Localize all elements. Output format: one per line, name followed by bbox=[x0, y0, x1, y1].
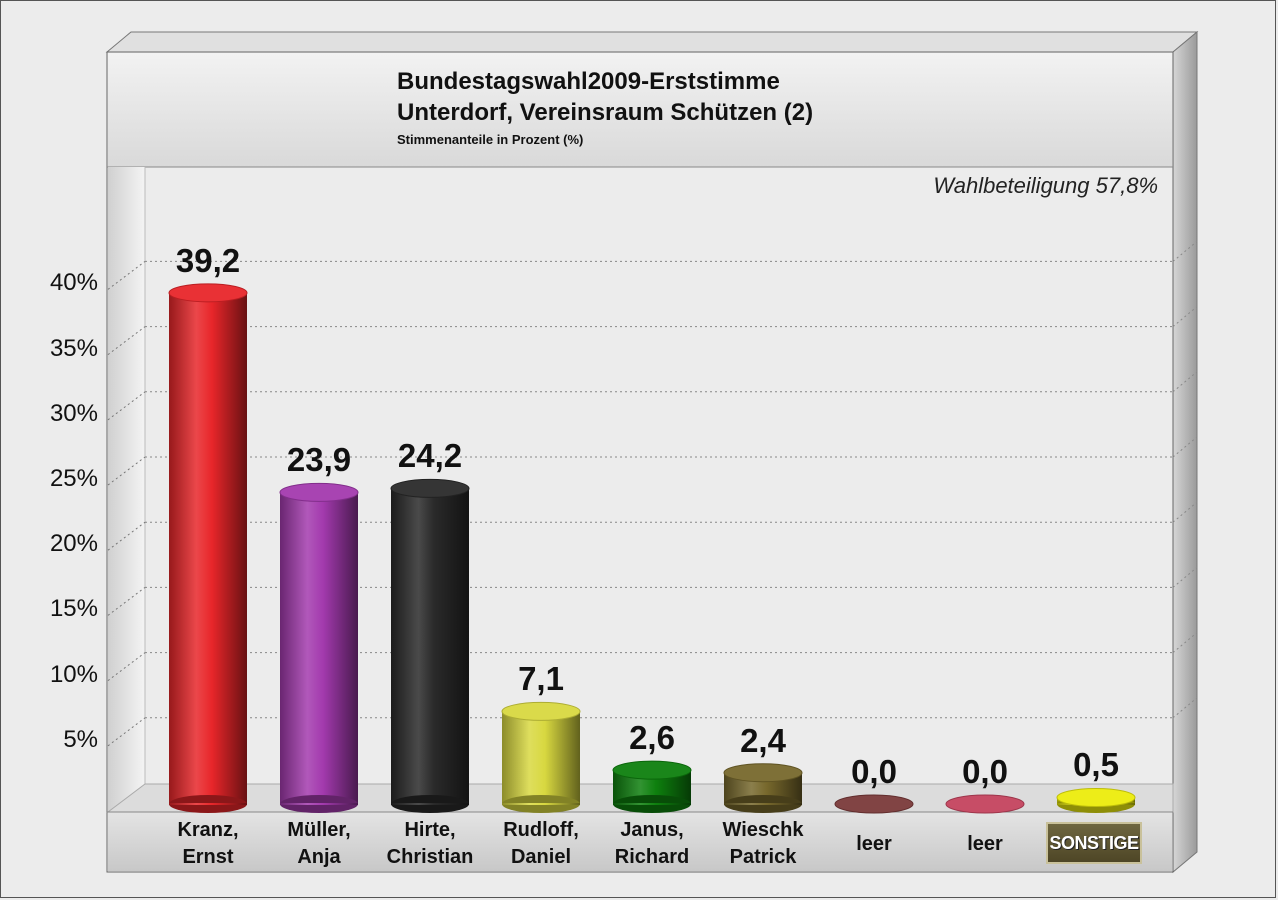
chart-title-block: Bundestagswahl2009-Erststimme Unterdorf,… bbox=[397, 66, 813, 147]
bar bbox=[1056, 787, 1136, 813]
data-label: 0,5 bbox=[1073, 746, 1119, 784]
chart-title-line-2: Unterdorf, Vereinsraum Schützen (2) bbox=[397, 99, 814, 126]
bars-layer bbox=[168, 283, 1136, 814]
data-label: 2,6 bbox=[629, 719, 675, 757]
bar bbox=[390, 478, 470, 813]
bar bbox=[834, 794, 914, 814]
bar-base-join bbox=[613, 803, 691, 805]
bar-base-join bbox=[169, 803, 247, 805]
data-label: 24,2 bbox=[397, 437, 463, 475]
x-tick-label: Müller, Anja bbox=[287, 819, 351, 868]
x-tick-label: Kranz, Ernst bbox=[177, 819, 239, 868]
bar-cap bbox=[279, 482, 359, 502]
bar-cap bbox=[945, 794, 1025, 814]
bar-body bbox=[280, 492, 358, 804]
bar-cap bbox=[390, 478, 470, 498]
bar-base-join bbox=[502, 803, 580, 805]
data-label: 2,4 bbox=[740, 721, 786, 759]
chart-title-line-1: Bundestagswahl2009-Erststimme bbox=[397, 68, 780, 95]
frame-top-bevel bbox=[105, 31, 1199, 53]
category-badge-sonstige: SONSTIGE bbox=[1046, 822, 1142, 864]
data-label: 0,0 bbox=[851, 753, 897, 790]
bar-cap bbox=[501, 701, 581, 721]
bar-cap bbox=[723, 763, 803, 783]
bar bbox=[723, 763, 803, 813]
gridline-right-bevel bbox=[1172, 371, 1198, 393]
bar-cap bbox=[834, 794, 914, 814]
bar-base-join bbox=[280, 803, 358, 805]
bar bbox=[945, 794, 1025, 814]
x-tick-label: Hirte, Christian bbox=[386, 819, 474, 868]
y-tick-label: 15% bbox=[49, 595, 98, 623]
data-label: 39,2 bbox=[175, 241, 241, 279]
bar-base-join bbox=[724, 803, 802, 805]
chart-subtitle: Stimmenanteile in Prozent (%) bbox=[397, 132, 584, 147]
bar bbox=[501, 701, 581, 813]
y-tick-label: 35% bbox=[49, 334, 98, 362]
frame-right-bevel bbox=[1172, 30, 1198, 874]
data-label: 23,9 bbox=[286, 441, 352, 479]
bar-cap bbox=[1056, 787, 1136, 807]
y-tick-label: 30% bbox=[49, 399, 98, 427]
y-tick-label: 20% bbox=[49, 530, 98, 558]
bar-body bbox=[169, 292, 247, 804]
data-label: 0,0 bbox=[962, 753, 1008, 790]
gridline-right-bevel bbox=[1172, 632, 1198, 653]
x-tick-label: Wieschk Patrick bbox=[722, 819, 804, 868]
y-tick-label: 5% bbox=[63, 725, 98, 753]
gridline-right-bevel bbox=[1172, 436, 1198, 458]
bar-cap bbox=[612, 760, 692, 780]
turnout-annotation: Wahlbeteiligung 57,8% bbox=[933, 173, 1158, 198]
x-tick-label: Rudloff, Daniel bbox=[503, 819, 579, 868]
bar-base-join bbox=[391, 803, 469, 805]
x-tick-label: Janus, Richard bbox=[614, 819, 690, 868]
bar-body bbox=[502, 711, 580, 804]
gridline-right-bevel bbox=[1172, 697, 1198, 719]
bar-cap bbox=[168, 283, 248, 303]
title-panel bbox=[108, 53, 1172, 167]
bar bbox=[279, 482, 359, 813]
data-label: 7,1 bbox=[518, 660, 564, 698]
gridline-right-bevel bbox=[1172, 567, 1198, 588]
bar bbox=[612, 760, 692, 813]
x-tick-label: leer bbox=[967, 833, 1003, 855]
bar bbox=[168, 283, 248, 813]
x-tick-label: leer bbox=[856, 833, 892, 855]
gridline-right-bevel bbox=[1172, 241, 1198, 262]
y-tick-label: 40% bbox=[49, 269, 98, 297]
y-tick-label: 10% bbox=[49, 660, 98, 688]
y-tick-label: 25% bbox=[49, 465, 98, 492]
plot-left-wall bbox=[108, 167, 145, 812]
category-panel bbox=[108, 812, 1172, 871]
bar-body bbox=[391, 488, 469, 804]
gridline-right-bevel bbox=[1172, 306, 1198, 327]
gridline-right-bevel bbox=[1172, 501, 1198, 523]
